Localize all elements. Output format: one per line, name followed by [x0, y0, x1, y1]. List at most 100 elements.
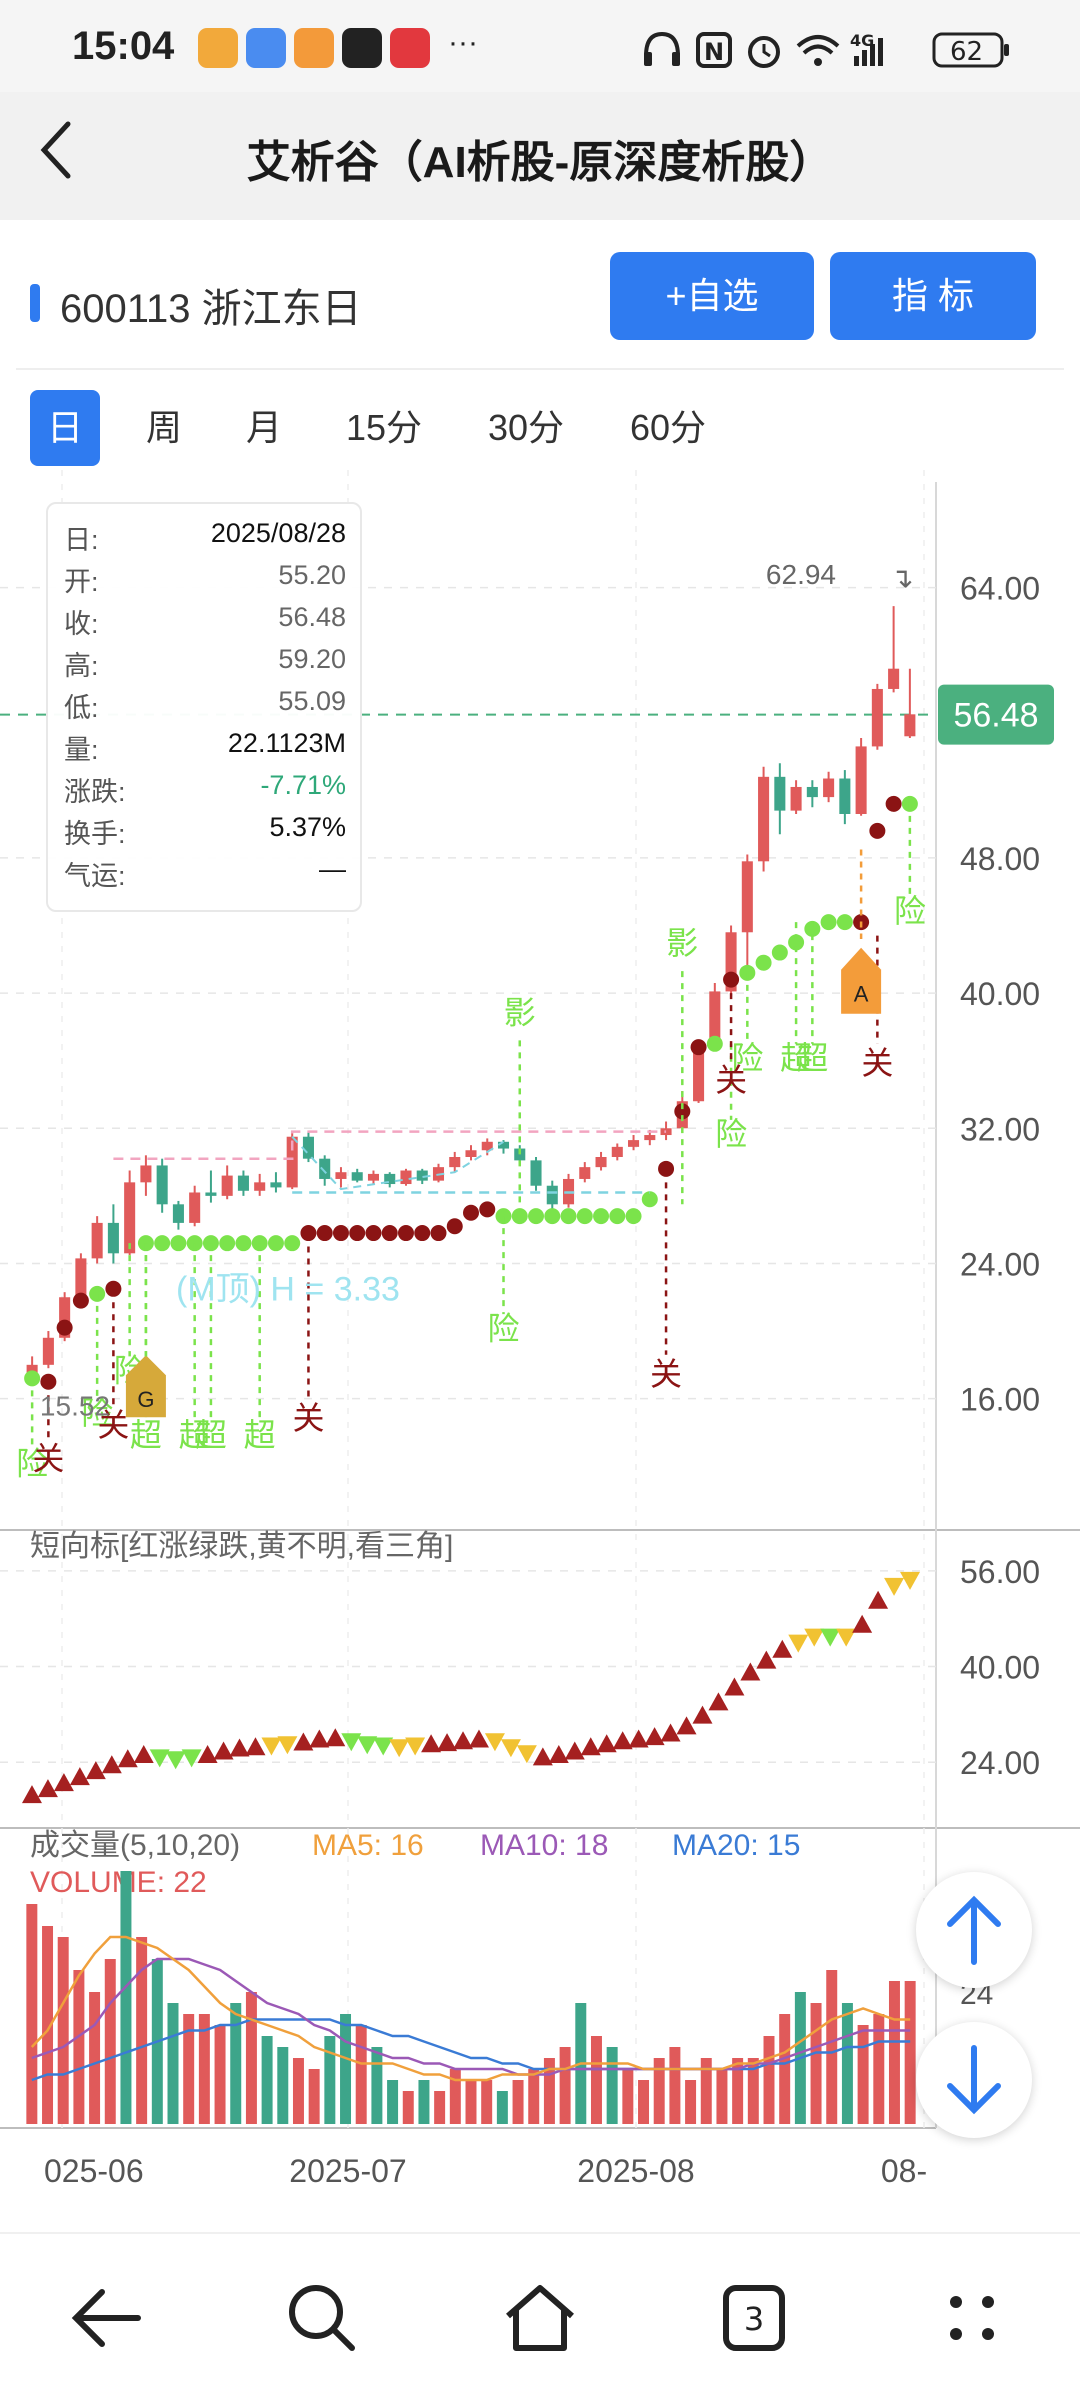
- m-top-boundary: [113, 1130, 667, 1160]
- candle-body: [888, 668, 900, 689]
- signal-label-shadow: 影: [504, 995, 536, 1031]
- trend-triangle-down: [884, 1577, 905, 1596]
- volume-bar: [230, 2003, 242, 2124]
- volume-bar: [120, 1871, 132, 2124]
- volume-bar: [826, 1970, 838, 2124]
- battery-icon: [932, 32, 1009, 68]
- signal-label-green: 超: [195, 1417, 227, 1453]
- price-tick-label: 40.00: [960, 976, 1040, 1012]
- nav-back-button[interactable]: [58, 2268, 158, 2368]
- tab-day[interactable]: 日: [30, 390, 100, 466]
- tab-60min[interactable]: 60分: [629, 407, 707, 448]
- info-value: 5.37%: [269, 812, 346, 842]
- volume-bar: [496, 2091, 508, 2124]
- candle-body: [481, 1141, 493, 1151]
- nav-menu-button[interactable]: [922, 2268, 1022, 2368]
- candle-body: [806, 786, 818, 798]
- app-1-icon: [198, 28, 238, 68]
- nav-home-button[interactable]: [490, 2268, 590, 2368]
- tab-15min[interactable]: 15分: [345, 407, 423, 448]
- high-price-label: 62.94: [766, 559, 836, 590]
- m-top-path: [291, 1136, 505, 1191]
- signal-dot: [625, 1208, 642, 1225]
- signal-label-green: 超: [244, 1417, 276, 1453]
- a-marker-label: A: [854, 982, 869, 1007]
- alarm-icon: [748, 36, 780, 68]
- trend-triangle-up: [229, 1738, 250, 1757]
- volume-bar: [42, 1926, 54, 2124]
- ma20-legend: MA20: 15: [672, 1829, 800, 1862]
- signal-dot: [332, 1225, 349, 1242]
- low-price-label: 15.52: [40, 1391, 110, 1422]
- g-marker-icon: [125, 1355, 166, 1418]
- high-price-arrow: ↴: [890, 563, 913, 594]
- scroll-up-button[interactable]: [916, 1872, 1032, 1988]
- info-value: 56.48: [278, 602, 346, 632]
- signal-label-green: 险: [81, 1395, 113, 1431]
- search-icon: [289, 2285, 355, 2351]
- signal-label-green: 超: [130, 1417, 162, 1453]
- signal-dot: [479, 1201, 496, 1218]
- info-label: 高:: [64, 651, 99, 681]
- wifi-icon: [796, 35, 840, 66]
- info-row: 低: 55.09: [64, 686, 346, 728]
- trend-triangle-up: [117, 1749, 138, 1768]
- signal-label-red: 关: [861, 1045, 893, 1081]
- back-button[interactable]: [28, 110, 88, 190]
- volume-bar: [512, 2080, 524, 2124]
- info-label: 换手:: [64, 819, 126, 849]
- candle-body: [270, 1182, 282, 1188]
- signal-label-green: 超: [796, 1040, 828, 1076]
- signal-dot: [381, 1225, 398, 1242]
- info-value: -7.71%: [260, 770, 346, 800]
- trend-triangle-up: [213, 1741, 234, 1760]
- trend-triangle-down: [484, 1733, 505, 1752]
- video-app-icon: [294, 28, 334, 68]
- add-watchlist-button[interactable]: +自选: [610, 252, 814, 340]
- nav-tabs-button[interactable]: 3: [704, 2268, 804, 2368]
- volume-bar: [292, 2058, 304, 2124]
- signal-dot: [300, 1225, 317, 1242]
- tab-month[interactable]: 月: [245, 407, 282, 448]
- info-label: 量:: [64, 735, 99, 765]
- arrow-left-icon: [71, 2289, 141, 2347]
- signal-dot: [40, 1373, 57, 1390]
- trend-triangle-up: [453, 1731, 474, 1750]
- indicator-button[interactable]: 指 标: [830, 252, 1036, 340]
- trend-triangle-up: [852, 1614, 873, 1633]
- trend-triangle-down: [516, 1745, 537, 1764]
- tab-week[interactable]: 周: [145, 407, 182, 448]
- volume-bar: [89, 1992, 101, 2124]
- info-row: 日: 2025/08/28: [64, 518, 346, 560]
- trend-triangle-down: [900, 1571, 921, 1590]
- signal-label-green: 超: [780, 1040, 812, 1076]
- arrow-up-icon: [947, 1895, 1001, 1965]
- trend-triangle-up: [708, 1692, 729, 1711]
- trend-triangle-down: [165, 1751, 186, 1770]
- svg-text:3: 3: [744, 2300, 764, 2338]
- scroll-down-button[interactable]: [916, 2022, 1032, 2138]
- info-label: 低:: [64, 693, 99, 723]
- signal-dot: [528, 1208, 545, 1225]
- trend-triangle-down: [261, 1737, 282, 1756]
- trend-triangle-up: [596, 1734, 617, 1753]
- signal-dot: [170, 1235, 187, 1252]
- candle-body: [205, 1192, 217, 1196]
- bottom-nav: [0, 2232, 1080, 2402]
- volume-bar: [716, 2069, 728, 2124]
- signal-label-green: 险: [731, 1040, 763, 1076]
- trend-triangle-up: [85, 1761, 106, 1780]
- candle-body: [172, 1204, 184, 1223]
- tab-30min[interactable]: 30分: [487, 407, 565, 448]
- trend-triangle-up: [245, 1737, 266, 1756]
- nav-search-button[interactable]: [272, 2268, 372, 2368]
- trend-triangle-up: [53, 1773, 74, 1792]
- trend-triangle-up: [580, 1737, 601, 1756]
- info-value: 55.20: [278, 560, 346, 590]
- headphone-icon: [644, 31, 680, 66]
- current-price-label: 56.48: [953, 697, 1038, 735]
- volume-bar: [857, 2025, 869, 2124]
- signal-dot: [267, 1235, 284, 1252]
- trend-triangle-up: [772, 1639, 793, 1658]
